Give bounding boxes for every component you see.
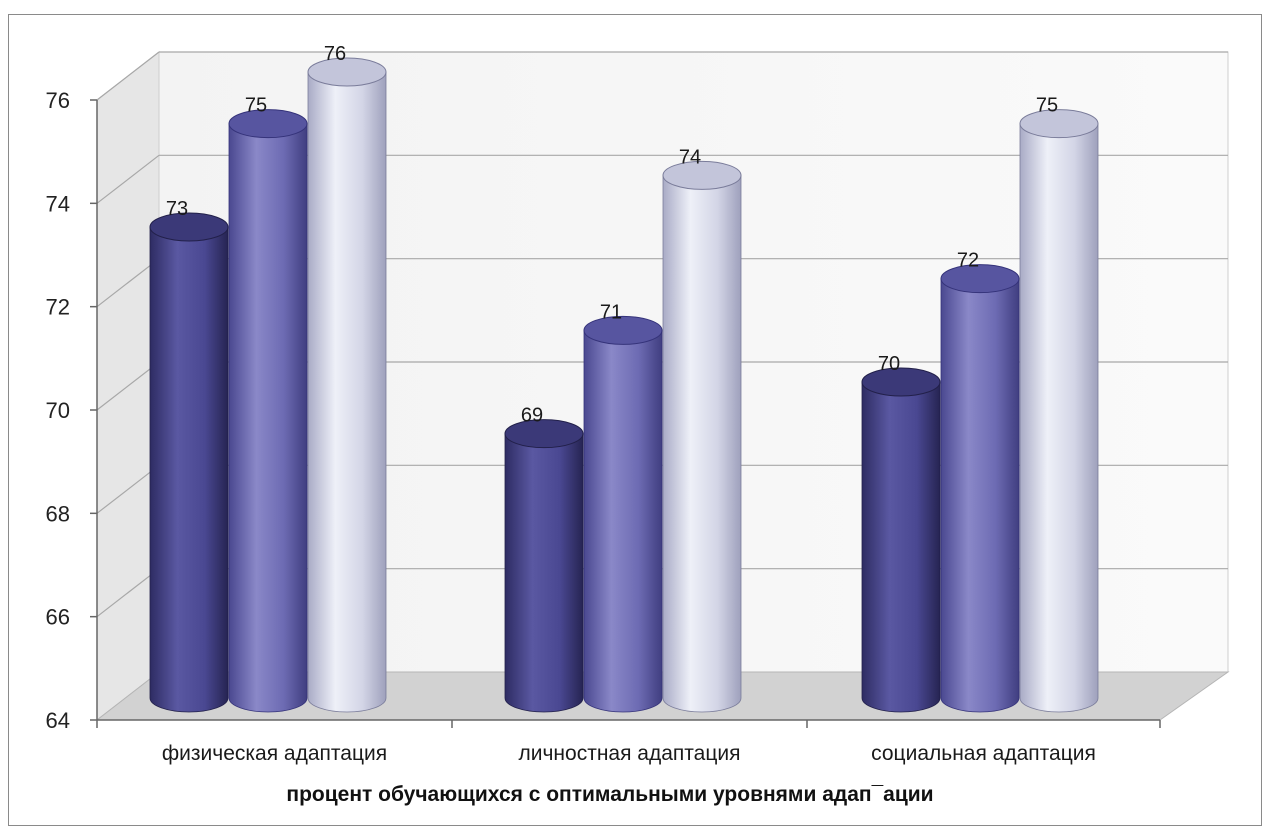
bar <box>228 109 308 713</box>
bar-body <box>307 71 387 713</box>
y-tick-label: 76 <box>46 88 70 113</box>
x-category-label: социальная адаптация <box>871 742 1096 765</box>
bar-top <box>149 212 229 242</box>
x-category-label: физическая адаптация <box>162 742 387 765</box>
bar <box>307 57 387 713</box>
y-tick-label: 64 <box>46 708 70 733</box>
bar-top <box>1019 109 1099 139</box>
bar-top <box>307 57 387 87</box>
y-axis: 64 66 68 70 72 74 76 <box>46 88 98 733</box>
bar-body <box>228 123 308 713</box>
y-tick-label: 74 <box>46 191 70 216</box>
y-tick-label: 72 <box>46 295 70 320</box>
bar-body <box>149 226 229 713</box>
bar-top <box>228 109 308 139</box>
data-label: 72 <box>957 250 979 272</box>
data-label: 76 <box>324 43 346 65</box>
bar <box>662 160 742 713</box>
bar <box>861 367 941 713</box>
data-label: 69 <box>521 405 543 427</box>
x-axis-title: процент обучающихся с оптимальными уровн… <box>286 783 933 806</box>
bar-body <box>861 381 941 713</box>
bar-body <box>504 433 584 713</box>
bar-body <box>583 329 663 713</box>
gridline-side <box>96 464 160 514</box>
data-label: 73 <box>166 198 188 220</box>
bar-body <box>1019 123 1099 713</box>
y-tick-label: 66 <box>46 605 70 630</box>
bar <box>504 419 584 713</box>
data-label: 75 <box>245 95 267 117</box>
bar <box>1019 109 1099 713</box>
y-tick-label: 68 <box>46 501 70 526</box>
data-labels: 73 75 76 69 71 74 70 72 75 <box>166 43 1058 427</box>
gridline-side <box>96 154 160 204</box>
bar <box>940 264 1020 713</box>
data-label: 71 <box>600 301 622 323</box>
bar-top <box>583 315 663 345</box>
data-label: 70 <box>878 353 900 375</box>
bar <box>149 212 229 713</box>
bar <box>583 315 663 713</box>
bar-top <box>940 264 1020 294</box>
bar-body <box>940 278 1020 713</box>
x-axis: физическая адаптация личностная адаптация… <box>96 719 1161 765</box>
bar-top <box>504 419 584 449</box>
gridline-side <box>96 51 160 101</box>
y-tick-label: 70 <box>46 398 70 423</box>
gridline-side <box>96 568 160 618</box>
bar-top <box>861 367 941 397</box>
gridline-side <box>96 361 160 411</box>
x-category-label: личностная адаптация <box>519 742 741 765</box>
data-label: 74 <box>679 146 701 168</box>
gridline-side <box>96 258 160 308</box>
bar-top <box>662 160 742 190</box>
bars <box>149 57 1099 713</box>
data-label: 75 <box>1036 95 1058 117</box>
bar-body <box>662 174 742 713</box>
